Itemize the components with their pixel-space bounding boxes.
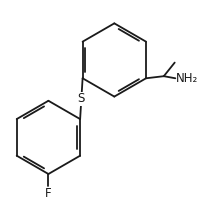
Text: F: F	[45, 187, 52, 199]
Text: S: S	[78, 92, 85, 105]
Text: NH₂: NH₂	[176, 72, 199, 85]
